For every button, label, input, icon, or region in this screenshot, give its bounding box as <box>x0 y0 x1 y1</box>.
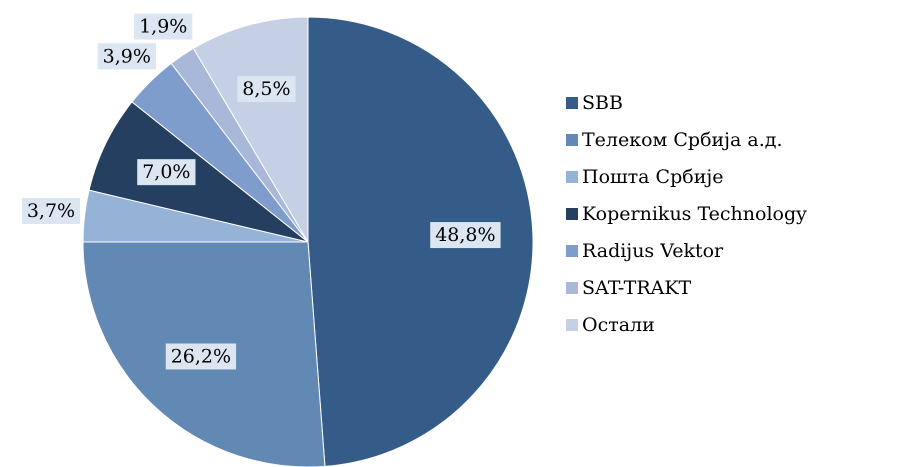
pie-slice <box>307 16 534 467</box>
legend-label: Остали <box>582 314 655 336</box>
data-label-text: 26,2% <box>171 345 231 367</box>
legend-label: Radijus Vektor <box>582 240 724 262</box>
data-label-box <box>165 343 237 370</box>
data-label-text: 48,8% <box>435 224 495 246</box>
data-label-text: 3,7% <box>27 200 75 222</box>
data-label-box <box>237 76 296 103</box>
pie-slice <box>192 16 309 244</box>
data-label-box <box>137 159 196 186</box>
data-label-text: 3,9% <box>103 45 151 67</box>
legend-label: Телеком Србија а.д. <box>582 129 783 151</box>
legend-swatch <box>566 208 578 220</box>
legend-swatch <box>566 282 578 294</box>
data-label: 26,2% <box>165 343 237 370</box>
data-label: 8,5% <box>237 76 296 103</box>
legend-label: Пошта Србије <box>582 166 724 188</box>
data-label-box <box>21 197 81 224</box>
data-label: 3,7% <box>21 197 81 224</box>
data-label-box <box>97 43 156 70</box>
data-label-text: 7,0% <box>142 161 190 183</box>
legend-label: Kopernikus Technology <box>582 203 807 225</box>
legend-swatch <box>566 245 578 257</box>
data-label: 7,0% <box>137 159 196 186</box>
data-label: 1,9% <box>134 13 193 40</box>
legend-swatch <box>566 319 578 331</box>
legend-swatch <box>566 97 578 109</box>
data-label-text: 1,9% <box>139 16 187 38</box>
data-label-box <box>430 222 501 249</box>
legend-swatch <box>566 134 578 146</box>
legend-swatch <box>566 171 578 183</box>
data-label-box <box>134 13 193 40</box>
legend-label: SBB <box>582 92 623 114</box>
data-label-text: 8,5% <box>242 78 290 100</box>
legend-label: SAT-TRAKT <box>582 277 692 299</box>
data-label: 48,8% <box>430 222 501 249</box>
data-label: 3,9% <box>97 43 156 70</box>
